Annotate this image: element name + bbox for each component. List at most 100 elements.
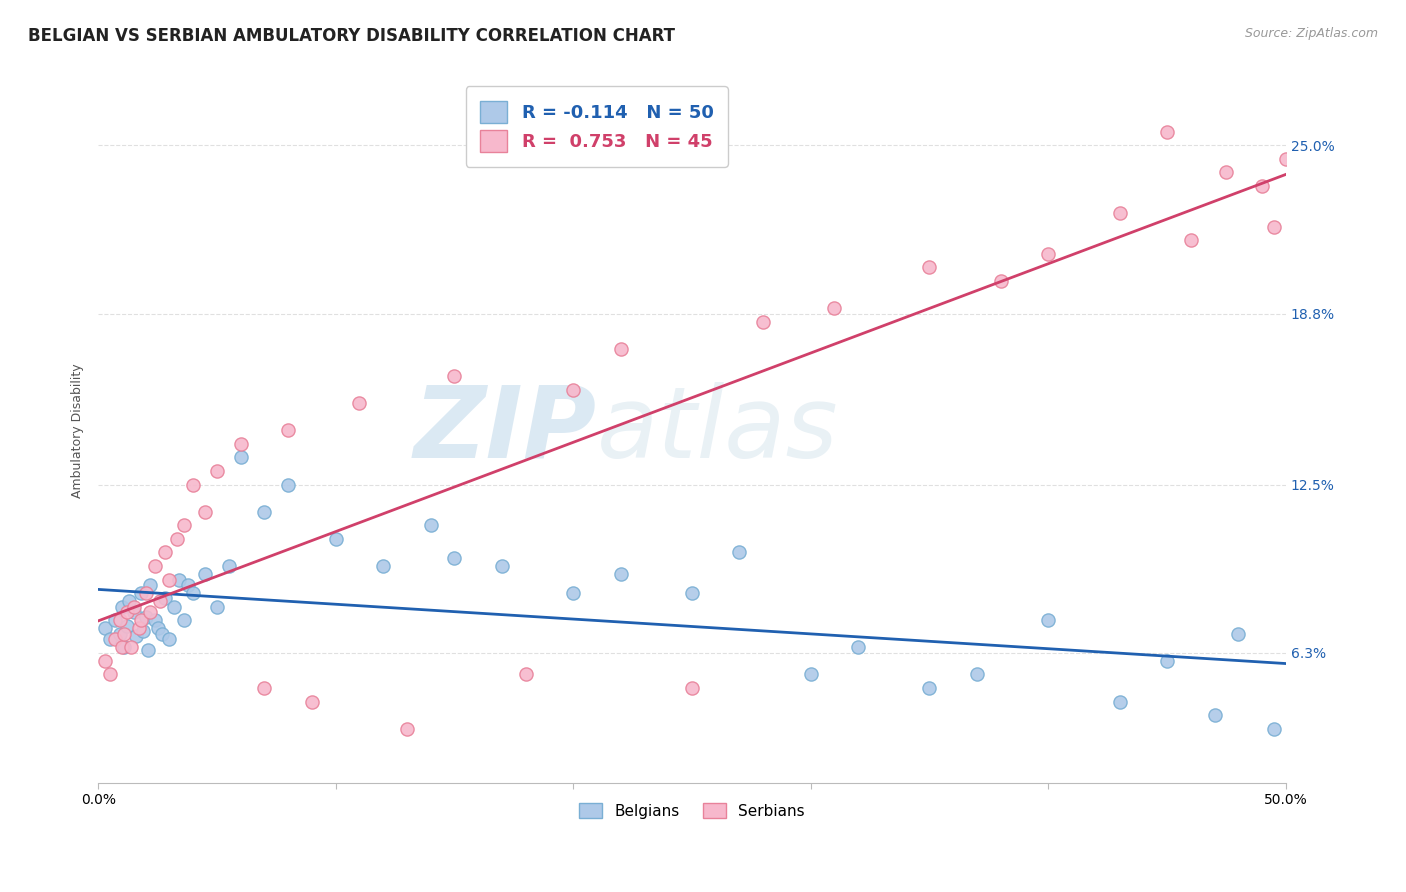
Point (1108, 695, 1130, 709)
Point (205, 599, 228, 614)
Point (1263, 219, 1285, 234)
Point (1227, 627, 1250, 641)
Point (181, 586, 204, 600)
Point (609, 567, 631, 582)
Point (1108, 206, 1130, 220)
Point (108, 613, 131, 627)
Text: atlas: atlas (598, 382, 838, 479)
Point (1038, 613, 1060, 627)
Point (229, 437, 252, 451)
Point (205, 464, 228, 478)
Point (181, 477, 204, 491)
Point (325, 532, 347, 546)
Point (163, 599, 186, 614)
Point (1251, 179, 1274, 194)
Point (143, 613, 166, 627)
Point (177, 578, 200, 592)
Point (122, 599, 145, 614)
Point (918, 260, 941, 275)
Point (173, 518, 195, 533)
Point (349, 396, 371, 410)
Point (443, 368, 465, 383)
Point (277, 477, 299, 491)
Point (229, 450, 252, 465)
Point (157, 573, 180, 587)
Point (104, 632, 127, 647)
Point (118, 594, 141, 608)
Point (112, 627, 135, 641)
Point (562, 383, 585, 397)
Point (98, 632, 121, 647)
Point (173, 613, 195, 627)
Point (1204, 708, 1226, 723)
Text: Source: ZipAtlas.com: Source: ZipAtlas.com (1244, 27, 1378, 40)
Point (128, 621, 150, 635)
Point (681, 586, 703, 600)
Point (218, 558, 240, 573)
Point (918, 681, 941, 695)
Point (146, 621, 169, 635)
Point (562, 586, 585, 600)
Point (104, 613, 127, 627)
Point (125, 630, 148, 644)
Point (167, 573, 190, 587)
Point (153, 545, 176, 559)
Text: BELGIAN VS SERBIAN AMBULATORY DISABILITY CORRELATION CHART: BELGIAN VS SERBIAN AMBULATORY DISABILITY… (28, 27, 675, 45)
Point (1156, 125, 1178, 139)
Point (135, 610, 157, 624)
Point (681, 681, 703, 695)
Point (153, 591, 176, 606)
Point (194, 505, 217, 519)
Point (122, 605, 145, 619)
Point (515, 667, 537, 681)
Point (94, 621, 117, 635)
Point (94, 654, 117, 668)
Point (253, 681, 276, 695)
Point (112, 640, 135, 655)
Point (149, 594, 172, 608)
Point (120, 640, 142, 655)
Point (1215, 165, 1237, 179)
Point (157, 632, 180, 647)
Point (136, 643, 159, 657)
Point (1263, 722, 1285, 736)
Point (824, 301, 846, 315)
Point (108, 627, 131, 641)
Point (129, 613, 152, 627)
Point (115, 618, 138, 632)
Point (846, 640, 869, 655)
Point (150, 627, 173, 641)
Y-axis label: Ambulatory Disability: Ambulatory Disability (72, 363, 84, 498)
Point (253, 505, 276, 519)
Point (1180, 233, 1202, 247)
Point (728, 545, 751, 559)
Point (491, 558, 513, 573)
Point (990, 274, 1012, 288)
Point (752, 315, 775, 329)
Point (143, 558, 166, 573)
Point (166, 532, 188, 546)
Text: ZIP: ZIP (413, 382, 598, 479)
Point (135, 586, 157, 600)
Point (301, 695, 323, 709)
Point (111, 599, 134, 614)
Point (194, 567, 217, 582)
Point (373, 558, 395, 573)
Point (1274, 152, 1296, 166)
Point (966, 667, 988, 681)
Point (395, 722, 418, 736)
Point (98, 667, 121, 681)
Point (115, 605, 138, 619)
Point (800, 667, 823, 681)
Point (139, 578, 162, 592)
Point (111, 640, 134, 655)
Point (443, 550, 465, 565)
Point (1156, 654, 1178, 668)
Point (609, 342, 631, 356)
Point (139, 605, 162, 619)
Legend: Belgians, Serbians: Belgians, Serbians (574, 797, 811, 825)
Point (129, 586, 152, 600)
Point (1038, 247, 1060, 261)
Point (132, 624, 155, 638)
Point (419, 518, 441, 533)
